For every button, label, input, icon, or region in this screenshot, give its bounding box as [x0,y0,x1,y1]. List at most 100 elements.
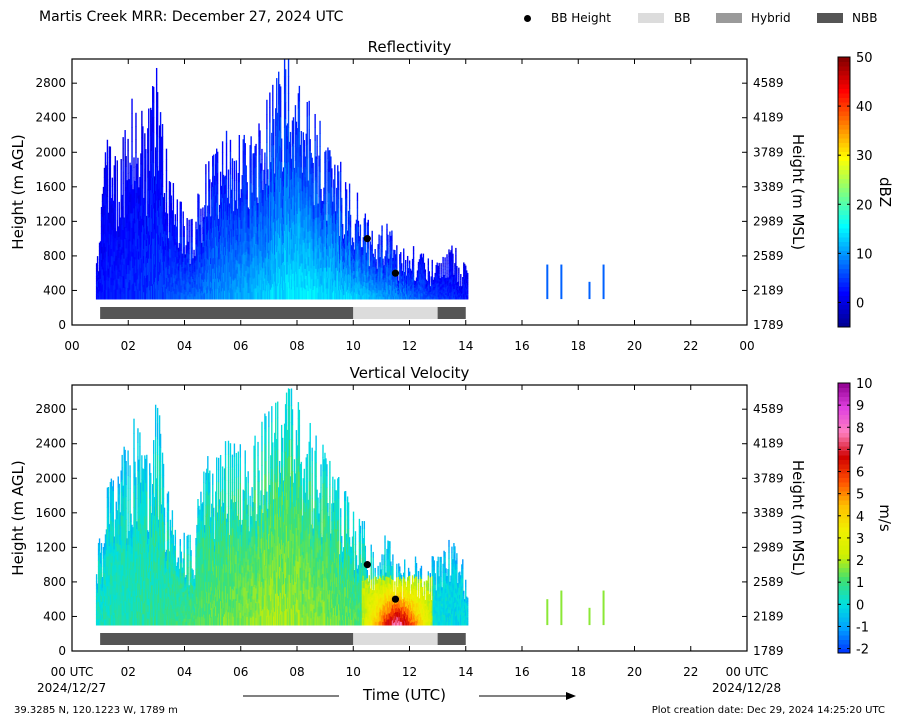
heatmap-cell [217,230,220,237]
heatmap-cell [204,272,206,280]
heatmap-cell [369,266,371,271]
heatmap-cell [267,252,269,263]
heatmap-cell [157,225,160,236]
heatmap-cell [272,207,274,223]
heatmap-cell [267,215,269,226]
heatmap-cell [425,282,428,285]
heatmap-cell [186,293,188,300]
heatmap-cell [413,281,416,284]
heatmap-cell [203,246,205,253]
heatmap-cell [278,87,280,105]
heatmap-cell [97,271,100,274]
heatmap-cell [220,201,223,211]
heatmap-cell [351,277,354,282]
heatmap-cell [130,232,132,243]
heatmap-cell [174,226,177,233]
heatmap-cell [405,260,407,264]
heatmap-cell [219,180,222,191]
heatmap-cell [207,212,209,220]
heatmap-cell [321,264,323,272]
heatmap-cell [264,246,266,258]
heatmap-cell [274,245,276,255]
heatmap-cell [396,279,398,285]
heatmap-cell [359,288,362,295]
heatmap-cell [355,265,358,272]
heatmap-cell [289,215,292,228]
heatmap-cell [432,286,434,289]
heatmap-cell [437,289,439,293]
heatmap-cell [153,202,156,212]
heatmap-cell [313,285,315,293]
heatmap-cell [123,269,125,277]
heatmap-cell [227,169,230,180]
heatmap-cell [229,287,232,300]
heatmap-cell [287,110,290,128]
heatmap-cell [166,237,169,245]
heatmap-cell [320,291,322,300]
heatmap-cell [373,290,375,294]
heatmap-cell [169,215,172,225]
heatmap-cell [336,259,338,268]
heatmap-cell [165,288,168,300]
heatmap-cell [196,239,198,245]
heatmap-cell [334,164,336,175]
heatmap-cell [409,279,412,283]
heatmap-cell [440,281,442,285]
heatmap-cell [188,231,190,238]
heatmap-cell [434,295,436,298]
heatmap-cell [239,284,242,293]
heatmap-cell [202,259,204,267]
heatmap-cell [272,100,274,116]
heatmap-cell [432,282,434,285]
heatmap-cell [190,293,192,300]
heatmap-cell [180,285,182,293]
heatmap-cell [242,264,244,277]
heatmap-cell [97,279,100,282]
heatmap-cell [314,140,316,155]
heatmap-cell [318,206,320,218]
heatmap-cell [217,258,220,266]
heatmap-cell [343,285,346,291]
heatmap-cell [372,256,374,261]
heatmap-cell [169,207,172,216]
heatmap-cell [204,205,206,213]
heatmap-cell [436,283,438,287]
heatmap-cell [113,193,115,204]
heatmap-cell [248,228,250,236]
heatmap-cell [381,235,383,242]
heatmap-cell [358,254,361,260]
heatmap-cell [194,289,196,294]
heatmap-cell [353,267,356,272]
heatmap-cell [417,277,420,281]
heatmap-cell [411,293,414,297]
heatmap-cell [335,286,337,294]
heatmap-cell [264,183,266,195]
heatmap-cell [364,292,367,300]
heatmap-cell [142,200,144,214]
heatmap-cell [371,255,373,261]
heatmap-cell [419,267,422,271]
heatmap-cell [168,223,171,233]
heatmap-cell [340,289,342,300]
heatmap-cell [255,210,257,222]
heatmap-cell [128,273,130,283]
heatmap-cell [248,279,250,287]
heatmap-cell [403,295,405,300]
heatmap-cell [339,285,341,291]
heatmap-cell [190,236,192,243]
heatmap-cell [201,258,203,264]
heatmap-cell [240,283,242,292]
heatmap-cell [120,159,122,170]
heatmap-cell [342,288,344,295]
heatmap-cell [377,291,379,296]
heatmap-cell [128,221,130,231]
heatmap-cell [100,220,103,228]
heatmap-cell [102,275,105,284]
heatmap-cell [341,284,343,293]
heatmap-cell [194,271,196,275]
heatmap-cell [153,147,155,164]
heatmap-cell [130,184,132,195]
heatmap-cell [153,117,155,133]
heatmap-cell [121,202,123,211]
heatmap-cell [137,208,139,219]
